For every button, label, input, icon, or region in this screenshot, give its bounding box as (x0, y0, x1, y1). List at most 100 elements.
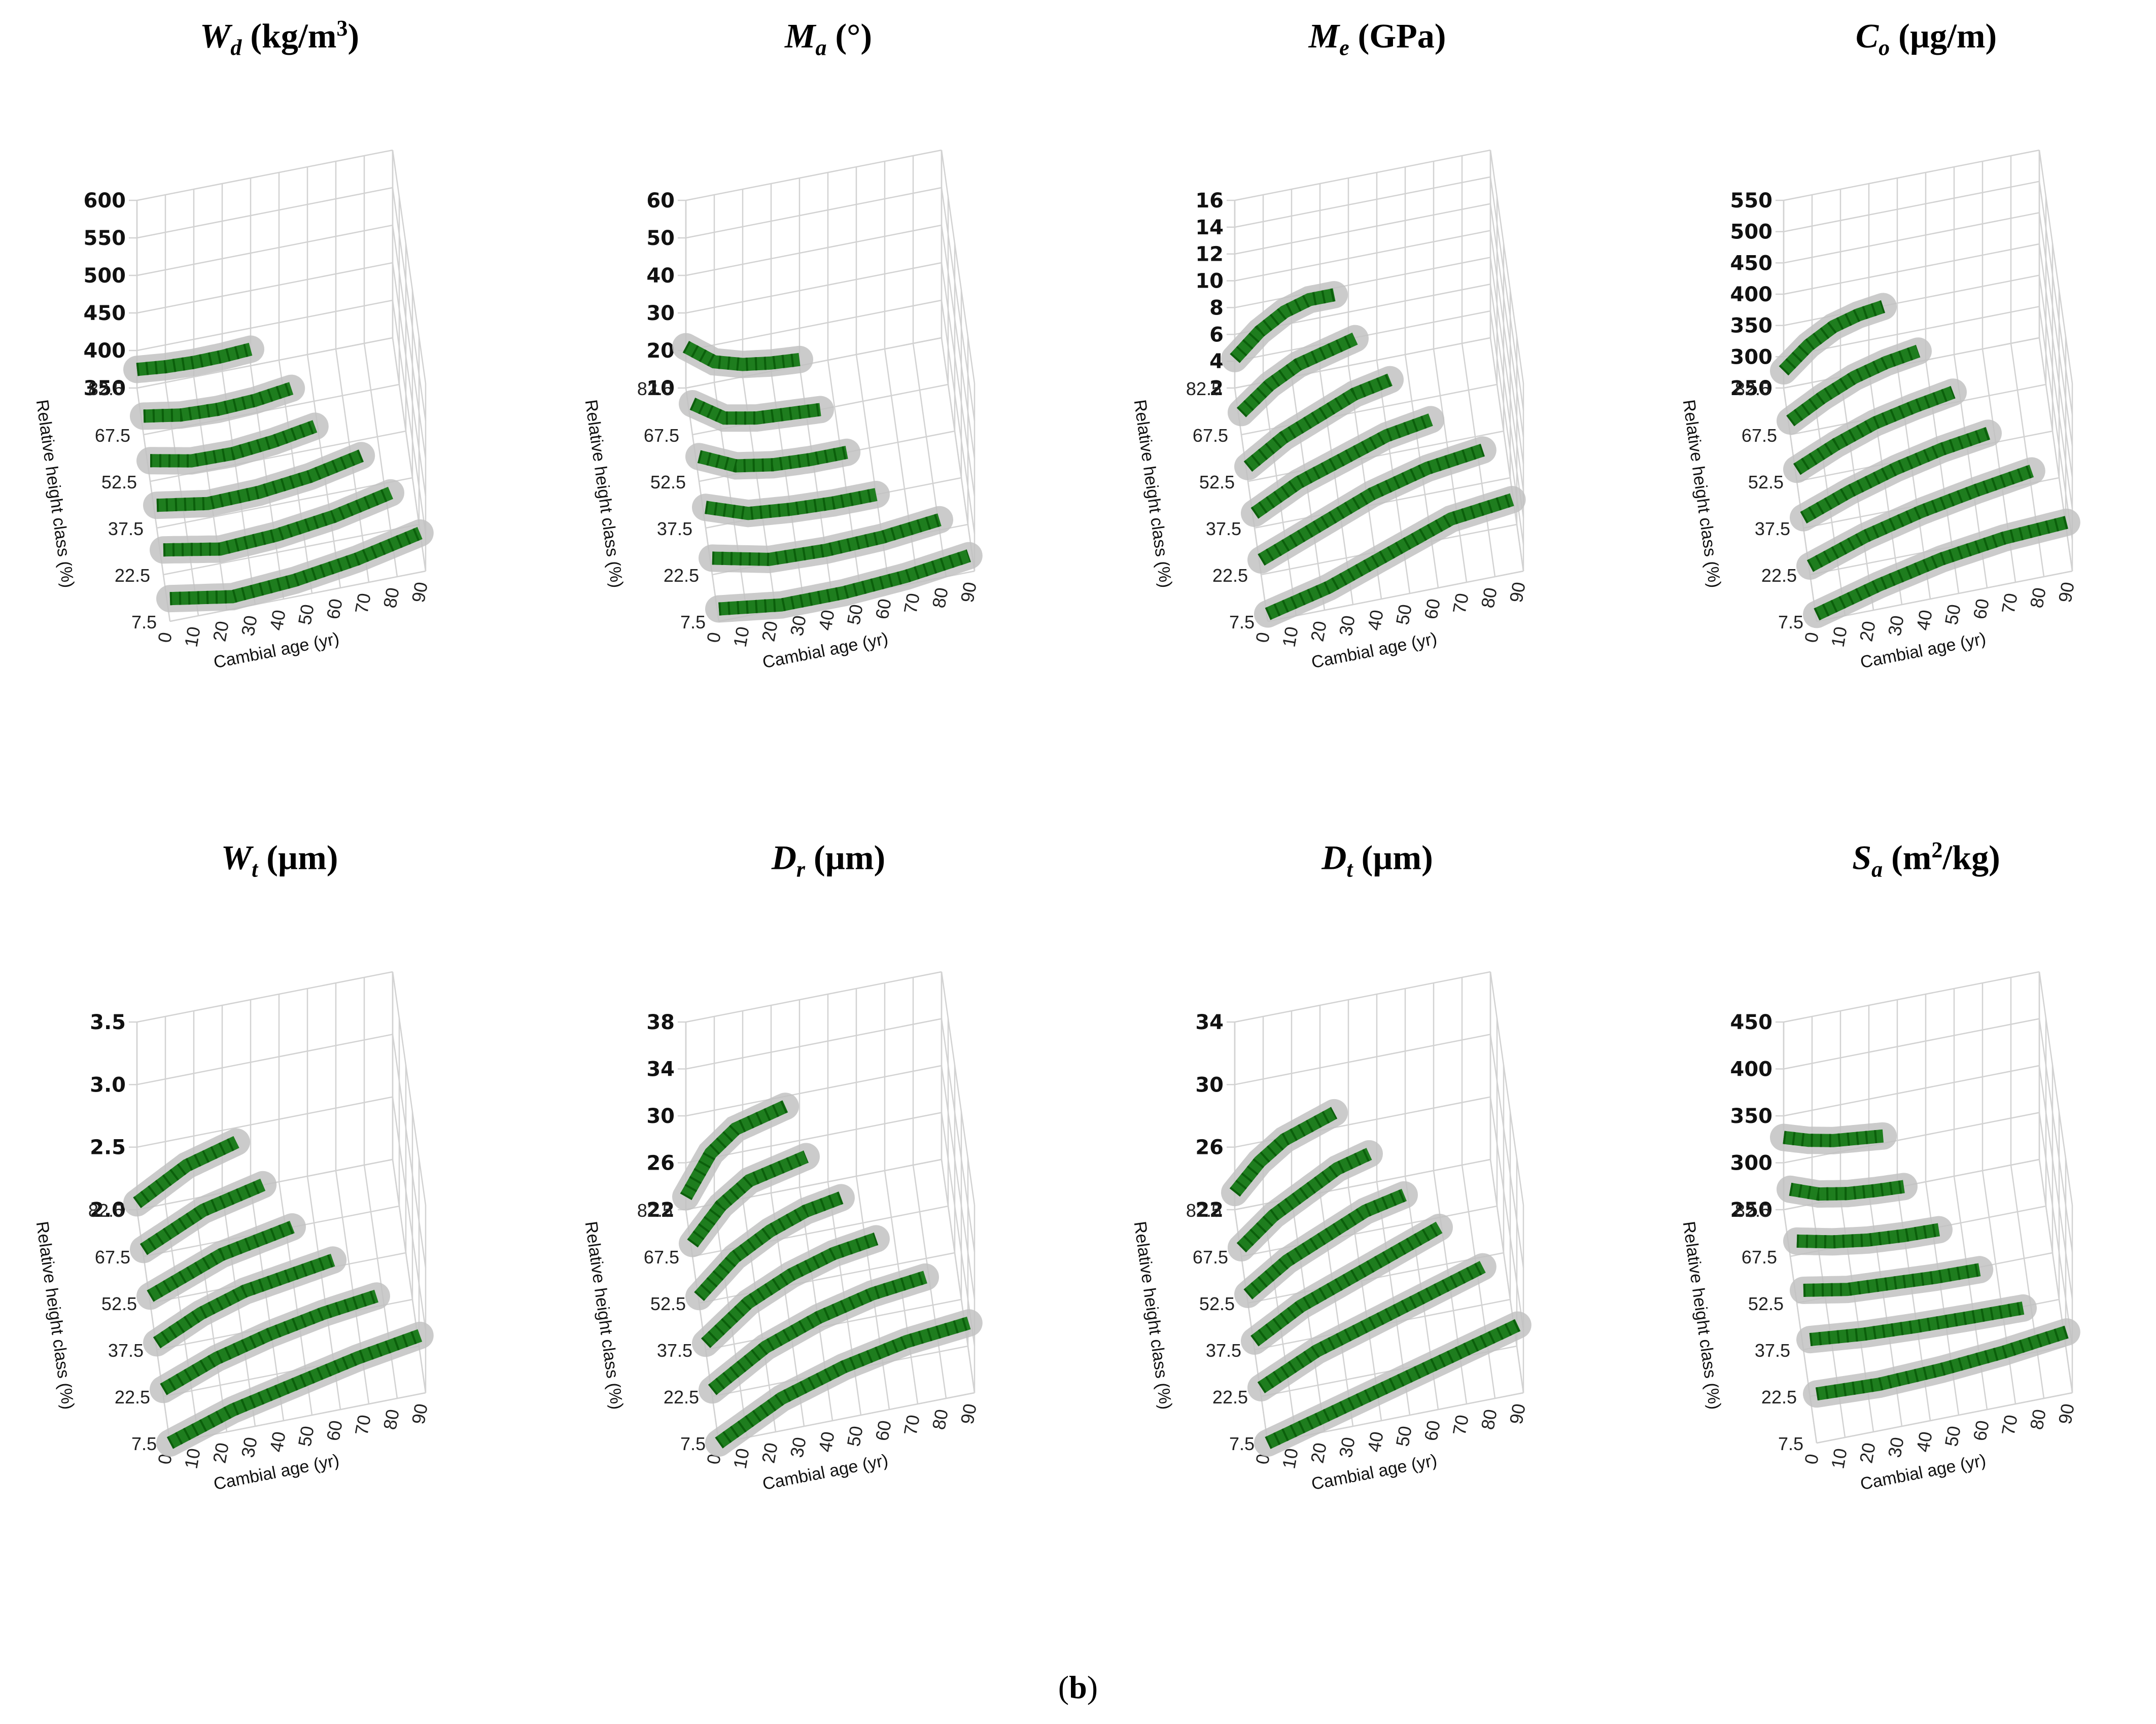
grid-line (941, 337, 976, 572)
panel-title: Dt (µm) (1108, 837, 1647, 882)
title-symbol: W (199, 16, 231, 55)
x-tick-label: 50 (294, 1424, 318, 1448)
panel-title: Sa (m2/kg) (1657, 837, 2156, 882)
y-tick-label: 67.5 (95, 425, 130, 446)
y-axis-label: Relative height class (%) (1130, 399, 1176, 589)
z-tick-label: 400 (1730, 1058, 1773, 1081)
y-tick-label: 22.5 (1212, 565, 1248, 586)
grid-line (941, 300, 976, 534)
x-tick-label: 90 (1506, 1402, 1529, 1426)
x-tick-label: 0 (703, 630, 725, 644)
y-tick-label: 82.5 (637, 378, 673, 399)
x-tick-label: 70 (351, 1413, 375, 1437)
title-subscript: d (230, 35, 242, 60)
title-subscript: t (1346, 857, 1353, 882)
grid-line (1489, 1159, 1524, 1393)
x-tick-label: 90 (408, 1402, 432, 1426)
chart-co: 55050045040035030025082.567.552.537.522.… (1679, 149, 2080, 672)
z-tick-label: 550 (84, 227, 126, 250)
series-group (123, 335, 434, 613)
axis-line (169, 570, 426, 622)
grid-line (1489, 257, 1524, 491)
x-tick-label: 20 (758, 1441, 782, 1465)
z-tick-label: 350 (1730, 1105, 1773, 1128)
grid-line (941, 262, 976, 497)
y-tick-label: 7.5 (1229, 612, 1255, 632)
fitted-curve-texture-7.5 (715, 1316, 971, 1449)
x-tick-label: 60 (323, 1419, 346, 1442)
x-tick-label: 70 (1449, 1413, 1473, 1437)
x-tick-label: 80 (379, 1408, 403, 1431)
z-tick-label: 10 (646, 377, 675, 400)
y-tick-label: 37.5 (657, 518, 692, 539)
y-tick-label: 7.5 (131, 1433, 157, 1454)
grid-line (941, 1018, 976, 1252)
x-axis-label: Cambial age (yr) (1310, 1451, 1439, 1494)
z-tick-label: 450 (1730, 1011, 1773, 1034)
caption-letter: b (1069, 1669, 1087, 1705)
grid-line (941, 225, 976, 459)
grid-line (1234, 971, 1491, 1023)
x-tick-label: 60 (1969, 597, 1993, 621)
x-tick-label: 80 (1477, 586, 1501, 610)
y-tick-label: 67.5 (1742, 425, 1777, 446)
y-tick-label: 7.5 (1778, 1433, 1803, 1454)
x-tick-label: 70 (1998, 1413, 2022, 1437)
title-unit: (kg/m (241, 16, 337, 55)
x-tick-label: 20 (1307, 1441, 1331, 1465)
title-unit: (°) (826, 16, 872, 55)
z-tick-label: 60 (646, 189, 675, 213)
fitted-curve-7.5 (718, 549, 971, 616)
y-axis-label: Relative height class (%) (32, 399, 78, 589)
panel-title: Wt (µm) (10, 837, 549, 882)
caption-close-paren: ) (1087, 1669, 1098, 1705)
grid-line (392, 1034, 427, 1268)
y-tick-label: 37.5 (1755, 518, 1790, 539)
title-symbol: D (771, 838, 796, 877)
x-tick-label: 10 (1827, 1447, 1851, 1470)
x-axis-label: Cambial age (yr) (1859, 1451, 1988, 1494)
fitted-curve-texture-67.5 (1789, 1180, 1905, 1201)
x-tick-label: 60 (1420, 597, 1444, 621)
panel-wd: Wd (kg/m3) 600 550 500 450 400 350 82.5 67.5 52.… (10, 0, 549, 812)
fitted-curve-texture-22.5 (1258, 443, 1485, 566)
x-tick-label: 80 (1477, 1408, 1501, 1431)
x-tick-label: 30 (1884, 1435, 1908, 1459)
fitted-curve-texture-52.5 (150, 420, 318, 468)
axis-line (1816, 570, 2073, 622)
grid-line (912, 343, 947, 577)
series-group (1770, 293, 2080, 628)
y-tick-label: 22.5 (115, 1387, 150, 1408)
grid-line (941, 187, 976, 421)
fitted-curve-37.5 (1250, 413, 1433, 519)
fitted-curve-texture-7.5 (1265, 1319, 1521, 1449)
grid-line (2038, 213, 2073, 446)
y-tick-label: 37.5 (657, 1340, 692, 1361)
x-tick-label: 0 (1251, 630, 1274, 644)
z-tick-label: 26 (1195, 1136, 1224, 1159)
fitted-curve-82.5 (682, 341, 801, 371)
grid-line (2038, 275, 2073, 509)
z-tick-label: 3.5 (90, 1011, 126, 1034)
fitted-curve-52.5 (1243, 373, 1393, 472)
grid-line (1489, 284, 1524, 518)
y-axis-label: Relative height class (%) (1130, 1220, 1176, 1411)
x-tick-label: 40 (815, 608, 839, 632)
y-tick-label: 52.5 (1199, 472, 1235, 492)
z-tick-label: 30 (1195, 1073, 1224, 1097)
grid-line (392, 150, 427, 384)
y-tick-label: 67.5 (1193, 1247, 1228, 1268)
panel-ma: Ma (°) 60 50 40 30 20 10 82.5 67.5 52.5 37.5 22.5 7… (559, 0, 1098, 812)
z-tick-label: 34 (1195, 1011, 1224, 1034)
grid-line (2038, 243, 2073, 478)
x-axis-label: Cambial age (yr) (1310, 629, 1439, 672)
x-tick-label: 80 (2026, 586, 2050, 610)
grid-line (1981, 1170, 2016, 1404)
y-tick-label: 67.5 (644, 425, 679, 446)
z-tick-label: 300 (1730, 1152, 1773, 1175)
y-tick-label: 82.5 (637, 1200, 673, 1221)
z-tick-label: 600 (84, 189, 126, 213)
grid-line (1234, 257, 1491, 308)
